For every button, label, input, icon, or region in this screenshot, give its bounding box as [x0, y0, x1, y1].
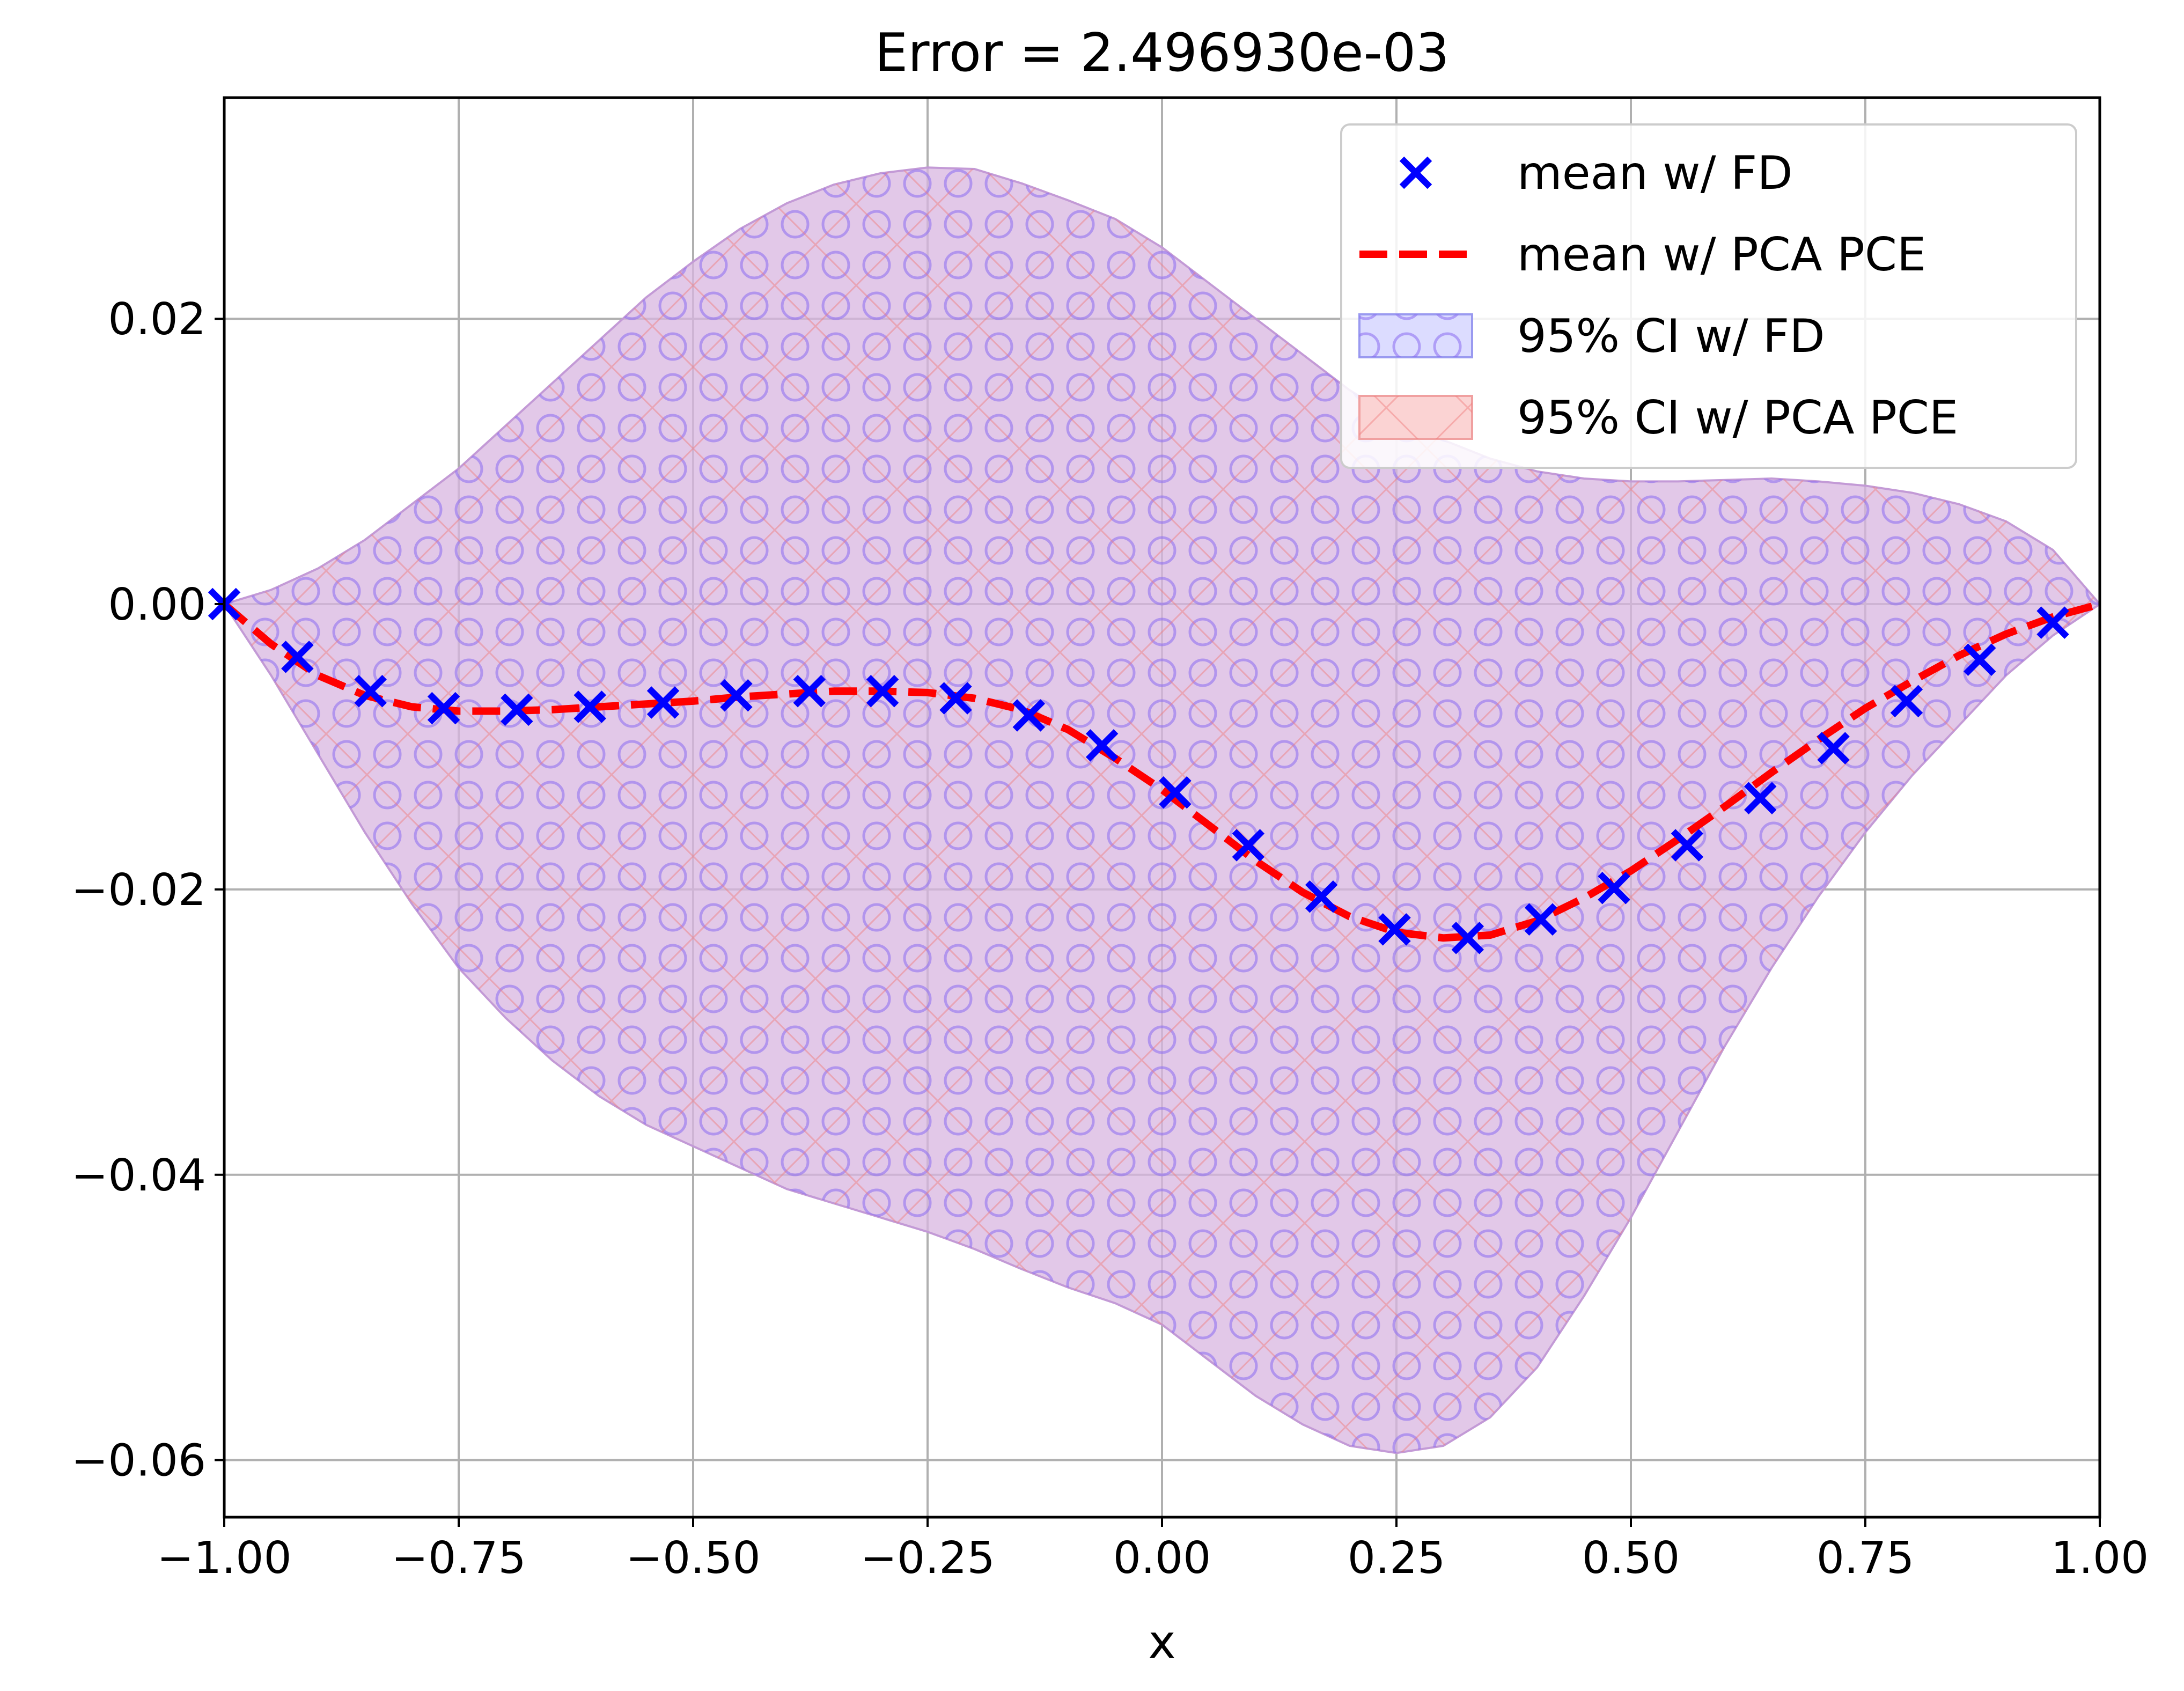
y-tick-label: −0.04 — [71, 1150, 206, 1201]
legend-fd-hatch — [1359, 314, 1472, 357]
legend-label: 95% CI w/ FD — [1517, 310, 1825, 363]
mean-fd-marker — [1378, 913, 1411, 946]
x-tick-label: 0.00 — [1113, 1533, 1211, 1584]
mean-fd-marker — [1524, 903, 1557, 936]
mean-fd-marker — [720, 679, 753, 712]
ci-pca-pce-band — [224, 167, 2100, 1453]
mean-fd-marker — [866, 675, 899, 708]
y-tick-label: −0.06 — [71, 1436, 206, 1487]
legend-label: mean w/ PCA PCE — [1517, 228, 1926, 282]
mean-fd-marker — [1085, 729, 1119, 762]
mean-fd-marker — [354, 675, 387, 708]
confidence-bands — [224, 166, 2100, 1454]
legend: mean w/ FD mean w/ PCA PCE 95% CI w/ FD 95%… — [1340, 123, 2077, 469]
mean-fd-marker — [281, 641, 314, 673]
y-tick-label: 0.00 — [108, 579, 206, 630]
mean-fd-marker — [939, 682, 972, 715]
mean-fd-marker — [1305, 880, 1338, 913]
x-tick-label: −0.25 — [860, 1533, 995, 1584]
mean-fd-marker — [2036, 606, 2069, 639]
mean-pca-pce-line — [224, 600, 2100, 942]
legend-fd-marker — [1399, 156, 1432, 189]
mean-fd-marker — [427, 692, 460, 725]
x-tick-label: −0.75 — [391, 1533, 526, 1584]
mean-fd-marker — [1964, 643, 1996, 677]
y-tick-label: −0.02 — [71, 865, 206, 916]
legend-label: mean w/ FD — [1517, 146, 1793, 200]
x-tick-label: 1.00 — [2051, 1533, 2149, 1584]
mean-fd-marker — [1232, 829, 1265, 862]
mean-fd-marker — [1159, 776, 1192, 809]
x-tick-label: −1.00 — [157, 1533, 291, 1584]
legend-box — [1340, 123, 2077, 469]
mean-fd-marker — [646, 686, 680, 719]
mean-fd-marker — [1451, 922, 1484, 954]
mean-fd-marker — [793, 675, 826, 708]
mean-fd-marker — [1012, 699, 1046, 732]
mean-fd-marker — [1890, 685, 1923, 718]
mean-fd-marker — [573, 690, 606, 723]
mean-fd-marker — [1671, 829, 1704, 862]
mean-fd-marker — [501, 693, 533, 726]
legend-pce-hatch — [1359, 396, 1472, 439]
legend-label: 95% CI w/ PCA PCE — [1517, 391, 1958, 445]
x-tick-label: 0.75 — [1817, 1533, 1915, 1584]
x-axis-label: x — [1149, 1615, 1176, 1669]
y-tick-label: 0.02 — [108, 294, 206, 345]
mean-fd-marker — [1744, 782, 1777, 814]
series-markers — [208, 587, 2069, 954]
x-tick-label: 0.50 — [1582, 1533, 1680, 1584]
x-tick-label: 0.25 — [1348, 1533, 1446, 1584]
mean-fd-marker — [1598, 872, 1630, 905]
axis-ticks: −1.00 −0.75 −0.50 −0.25 0.00 0.25 0.50 0.75 1.00… — [71, 294, 2149, 1584]
x-tick-label: −0.50 — [626, 1533, 760, 1584]
series-lines — [224, 600, 2100, 942]
mean-fd-marker — [1817, 732, 1850, 764]
chart-title: Error = 2.496930e-03 — [874, 23, 1449, 84]
